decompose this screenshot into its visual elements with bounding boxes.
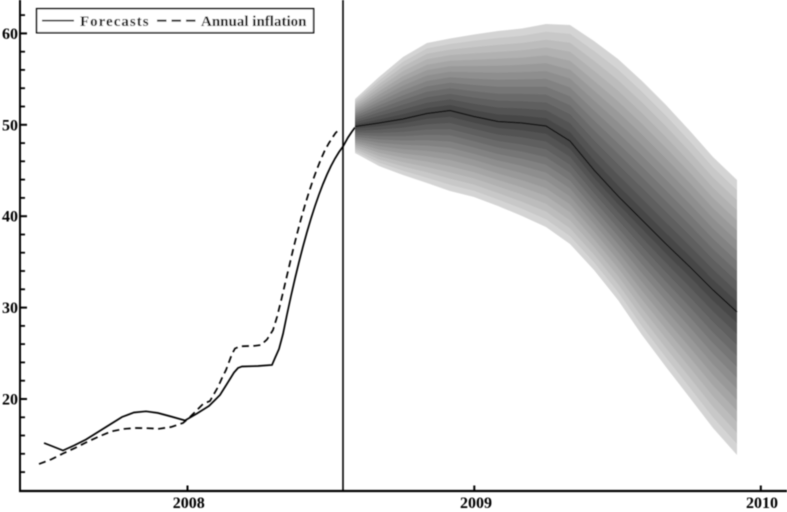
svg-text:50: 50 <box>2 117 18 134</box>
svg-text:60: 60 <box>2 26 18 43</box>
svg-text:2009: 2009 <box>460 495 492 512</box>
svg-text:40: 40 <box>2 209 18 226</box>
svg-text:20: 20 <box>2 392 18 409</box>
svg-text:30: 30 <box>2 300 18 317</box>
svg-text:Forecasts: Forecasts <box>80 14 150 30</box>
svg-text:Annual inflation: Annual inflation <box>201 14 307 30</box>
svg-text:2008: 2008 <box>173 495 205 512</box>
svg-text:2010: 2010 <box>746 495 778 512</box>
